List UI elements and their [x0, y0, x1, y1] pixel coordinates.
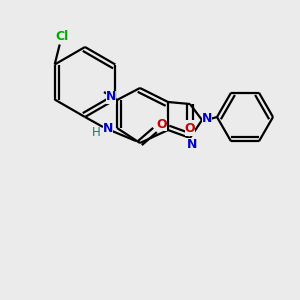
Text: O: O: [185, 122, 195, 136]
Text: Cl: Cl: [55, 30, 68, 43]
Text: N: N: [106, 91, 116, 103]
Text: O: O: [157, 118, 167, 130]
Text: N: N: [202, 112, 212, 125]
Text: N: N: [187, 137, 197, 151]
Text: N: N: [103, 122, 113, 136]
Text: H: H: [92, 127, 100, 140]
